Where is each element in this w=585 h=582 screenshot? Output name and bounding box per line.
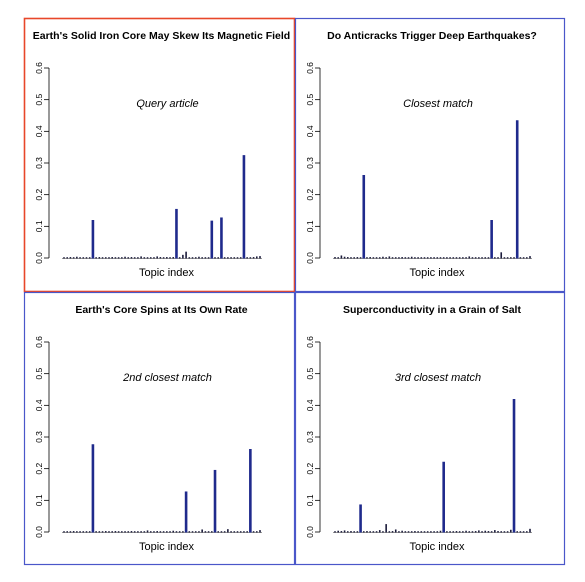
y-tick-label: 0.3: [305, 157, 315, 169]
panel-annotation: 2nd closest match: [122, 372, 212, 384]
x-axis-label: Topic index: [139, 541, 195, 553]
x-axis-label: Topic index: [139, 267, 195, 279]
y-tick-label: 0.6: [305, 62, 315, 74]
y-tick-label: 0.6: [34, 336, 44, 348]
y-tick-label: 0.6: [305, 336, 315, 348]
panel-title: Superconductivity in a Grain of Salt: [343, 304, 521, 316]
panel-title: Earth's Solid Iron Core May Skew Its Mag…: [33, 30, 290, 42]
panel-closest-match: Do Anticracks Trigger Deep Earthquakes? 0…: [294, 17, 566, 293]
y-tick-label: 0.1: [305, 494, 315, 506]
y-tick-label: 0.0: [34, 526, 44, 538]
y-tick-label: 0.0: [305, 252, 315, 264]
x-axis-label: Topic index: [409, 541, 465, 553]
panel-3rd-closest-match: Superconductivity in a Grain of Salt 0.0 0…: [294, 291, 566, 566]
y-tick-label: 0.3: [34, 431, 44, 443]
panel-frame: [23, 291, 296, 566]
y-tick-label: 0.0: [34, 252, 44, 264]
panel-annotation: 3rd closest match: [395, 372, 481, 384]
y-tick-label: 0.4: [34, 399, 44, 411]
y-tick-label: 0.3: [34, 157, 44, 169]
y-tick-label: 0.5: [305, 93, 315, 105]
y-tick-label: 0.5: [34, 93, 44, 105]
y-tick-label: 0.0: [305, 526, 315, 538]
panel-annotation: Closest match: [403, 98, 473, 110]
y-tick-label: 0.2: [305, 188, 315, 200]
panel-title: Earth's Core Spins at Its Own Rate: [75, 304, 247, 316]
y-tick-label: 0.1: [34, 494, 44, 506]
y-tick-label: 0.4: [34, 125, 44, 137]
y-tick-label: 0.4: [305, 125, 315, 137]
panel-annotation: Query article: [136, 98, 198, 110]
panel-frame: [23, 17, 296, 293]
y-tick-label: 0.2: [305, 462, 315, 474]
y-tick-label: 0.1: [305, 220, 315, 232]
panel-frame: [294, 17, 566, 293]
y-tick-label: 0.2: [34, 188, 44, 200]
y-tick-label: 0.2: [34, 462, 44, 474]
y-tick-label: 0.5: [34, 367, 44, 379]
x-axis-label: Topic index: [409, 267, 465, 279]
panel-query-article: Earth's Solid Iron Core May Skew Its Mag…: [23, 17, 296, 293]
panel-2nd-closest-match: Earth's Core Spins at Its Own Rate 0.0 0.1…: [23, 291, 296, 566]
y-tick-label: 0.1: [34, 220, 44, 232]
panel-title: Do Anticracks Trigger Deep Earthquakes?: [327, 30, 537, 42]
y-tick-label: 0.3: [305, 431, 315, 443]
panel-frame: [294, 291, 566, 566]
y-tick-label: 0.5: [305, 367, 315, 379]
y-tick-label: 0.4: [305, 399, 315, 411]
y-tick-label: 0.6: [34, 62, 44, 74]
